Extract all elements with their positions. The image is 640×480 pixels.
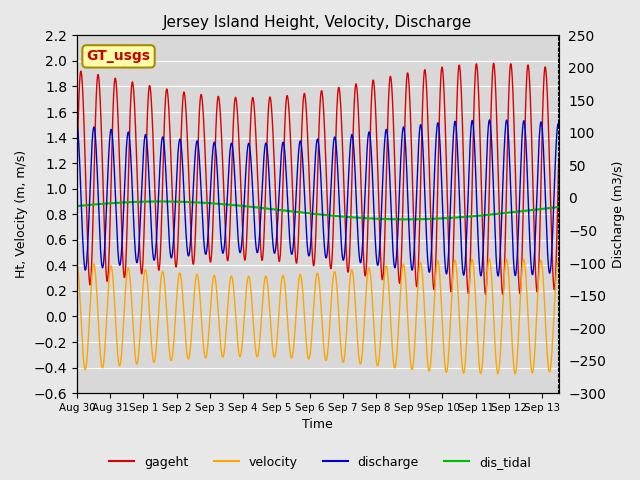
velocity: [452, 264, 460, 269]
discharge: [98, 260, 106, 265]
dis_tidal: [73, 203, 81, 209]
velocity: [98, 362, 106, 368]
Line: dis_tidal: dis_tidal: [77, 202, 559, 219]
gageht: [452, 124, 460, 130]
discharge: [307, 234, 315, 240]
discharge: [452, 126, 460, 132]
discharge: [294, 151, 302, 157]
dis_tidal: [98, 201, 106, 207]
velocity: [307, 341, 315, 347]
gageht: [294, 235, 302, 241]
X-axis label: Time: Time: [303, 419, 333, 432]
gageht: [490, 60, 497, 66]
velocity: [294, 280, 302, 286]
dis_tidal: [308, 211, 316, 216]
gageht: [499, 291, 507, 297]
Line: discharge: discharge: [77, 120, 559, 276]
gageht: [307, 228, 315, 233]
Title: Jersey Island Height, Velocity, Discharge: Jersey Island Height, Velocity, Discharg…: [163, 15, 472, 30]
dis_tidal: [157, 199, 164, 204]
dis_tidal: [555, 204, 563, 210]
gageht: [541, 64, 549, 70]
dis_tidal: [402, 216, 410, 222]
velocity: [73, 260, 81, 265]
gageht: [555, 156, 563, 161]
velocity: [486, 256, 493, 262]
gageht: [541, 64, 549, 70]
gageht: [73, 170, 81, 176]
Line: velocity: velocity: [77, 259, 559, 374]
velocity: [541, 314, 549, 320]
discharge: [486, 117, 493, 123]
dis_tidal: [541, 205, 549, 211]
velocity: [555, 260, 563, 266]
Y-axis label: Ht, Velocity (m, m/s): Ht, Velocity (m, m/s): [15, 150, 28, 278]
Text: GT_usgs: GT_usgs: [86, 49, 150, 63]
discharge: [73, 122, 81, 128]
Line: gageht: gageht: [77, 63, 559, 294]
velocity: [494, 371, 502, 377]
dis_tidal: [453, 215, 461, 220]
gageht: [98, 132, 106, 137]
dis_tidal: [295, 209, 303, 215]
discharge: [555, 122, 563, 128]
discharge: [541, 192, 549, 197]
Legend: gageht, velocity, discharge, dis_tidal: gageht, velocity, discharge, dis_tidal: [104, 451, 536, 474]
dis_tidal: [541, 205, 549, 211]
discharge: [541, 185, 549, 191]
velocity: [541, 309, 549, 314]
discharge: [494, 273, 502, 279]
Y-axis label: Discharge (m3/s): Discharge (m3/s): [612, 160, 625, 268]
